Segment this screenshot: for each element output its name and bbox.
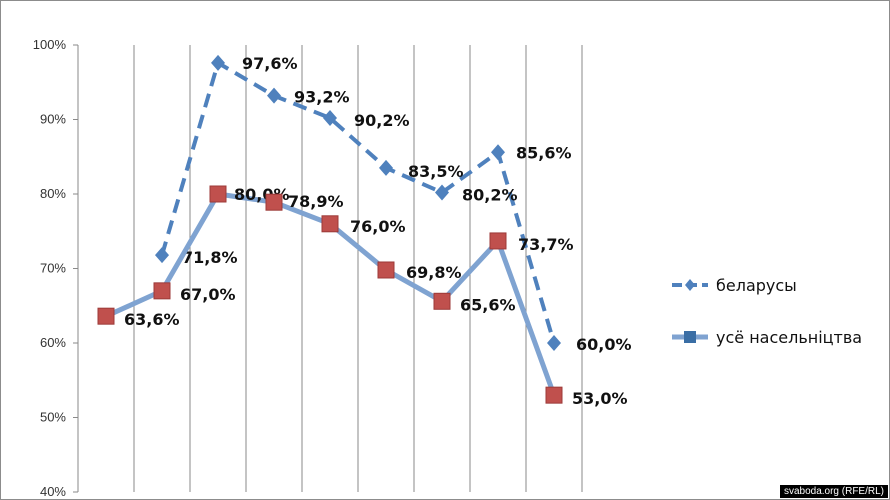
data-label: 90,2% <box>354 111 410 130</box>
data-label: 69,8% <box>406 263 462 282</box>
data-label: 65,6% <box>460 295 516 314</box>
data-point-square <box>377 261 395 279</box>
data-label: 85,6% <box>516 143 572 162</box>
data-point-square <box>321 215 339 233</box>
data-point-square <box>489 232 507 250</box>
y-tick-label: 70% <box>40 261 66 276</box>
data-label: 63,6% <box>124 310 180 329</box>
series-line-belarusy <box>160 60 556 344</box>
data-point-square <box>153 282 171 300</box>
credit-badge: svaboda.org (RFE/RL) <box>779 485 888 498</box>
y-tick-label: 40% <box>40 484 66 499</box>
data-point-diamond <box>379 159 393 176</box>
legend-marker-diamond <box>685 279 695 291</box>
data-point-diamond <box>155 247 169 264</box>
data-label: 93,2% <box>294 88 350 107</box>
y-tick-label: 60% <box>40 335 66 350</box>
data-point-diamond <box>323 110 337 127</box>
data-label: 83,5% <box>408 162 464 181</box>
data-point-square <box>433 292 451 310</box>
legend-marker-square <box>684 331 696 343</box>
y-tick-label: 50% <box>40 410 66 425</box>
data-label: 67,0% <box>180 285 236 304</box>
data-point-diamond <box>491 144 505 161</box>
y-tick-label: 90% <box>40 112 66 127</box>
data-label: 53,0% <box>572 389 628 408</box>
data-label: 76,0% <box>350 217 406 236</box>
data-point-diamond <box>547 335 561 351</box>
data-point-diamond <box>267 87 281 104</box>
legend-label: усё насельніцтва <box>716 328 862 347</box>
data-label: 80,2% <box>462 186 518 205</box>
data-label: 78,9% <box>288 192 344 211</box>
y-tick-label: 80% <box>40 186 66 201</box>
data-point-square <box>209 185 227 203</box>
data-label: 73,7% <box>518 235 574 254</box>
data-label: 97,6% <box>242 54 298 73</box>
data-label: 60,0% <box>576 335 632 354</box>
data-point-square <box>545 386 563 404</box>
legend-label: беларусы <box>716 276 797 295</box>
y-tick-label: 100% <box>33 37 67 52</box>
data-point-diamond <box>211 54 225 71</box>
data-label: 71,8% <box>182 248 238 267</box>
data-point-diamond <box>435 184 449 201</box>
data-point-square <box>265 193 283 211</box>
data-point-square <box>97 307 115 325</box>
